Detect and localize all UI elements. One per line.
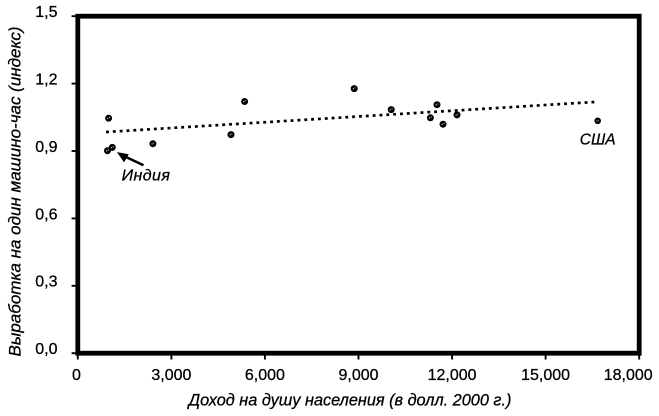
svg-text:1,5: 1,5: [35, 4, 57, 21]
svg-text:Индия: Индия: [122, 168, 171, 185]
svg-text:9,000: 9,000: [338, 367, 378, 384]
svg-text:США: США: [580, 131, 616, 148]
svg-text:0: 0: [72, 367, 81, 384]
svg-text:Доход на душу населения (в дол: Доход на душу населения (в долл. 2000 г.…: [187, 392, 512, 410]
svg-text:18,000: 18,000: [604, 367, 653, 384]
svg-text:12,000: 12,000: [428, 367, 477, 384]
svg-text:0,9: 0,9: [35, 139, 57, 156]
svg-text:0,3: 0,3: [35, 274, 57, 291]
svg-text:6,000: 6,000: [245, 367, 285, 384]
svg-text:Выработка на один машино-час (: Выработка на один машино-час (индекс): [6, 27, 25, 357]
svg-text:3,000: 3,000: [151, 367, 191, 384]
svg-text:0,0: 0,0: [35, 341, 57, 358]
svg-text:15,000: 15,000: [521, 367, 570, 384]
svg-text:1,2: 1,2: [35, 72, 57, 89]
svg-text:0,6: 0,6: [35, 206, 57, 223]
